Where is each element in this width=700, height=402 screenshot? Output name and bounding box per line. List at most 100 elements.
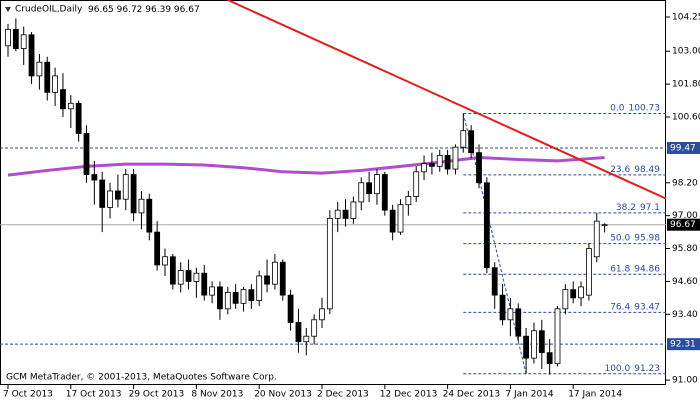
candle-body [75,102,82,134]
candle-body [36,61,43,77]
fib-ratio: 100.0 [604,363,630,373]
candle-body [28,34,35,77]
x-tick-label: 8 Nov 2013 [191,390,243,400]
fib-label: 61.8 94.86 [610,264,660,274]
candle-body [162,256,168,266]
candle-body [374,174,380,195]
candle-body [460,130,467,148]
chart-title: CrudeOIL,Daily [15,5,83,15]
y-tick-label: 101.80 [672,80,700,90]
candle-body [326,217,333,310]
fib-label: 50.0 95.98 [610,233,660,243]
x-tick-label: 7 Jan 2014 [505,390,553,400]
candle-body [515,308,522,337]
candle-body [507,308,514,321]
candle-body [67,102,74,110]
candle-body [350,201,357,219]
current-price-label: 96.67 [670,220,696,230]
candle-body [381,174,388,211]
candle-body [185,270,192,282]
candle-body [224,291,231,310]
fib-price: 94.86 [634,264,660,274]
candle-body [44,61,51,93]
ohlc-low: 96.39 [145,5,171,15]
x-tick-label: 7 Oct 2013 [3,390,53,400]
ohlc-close: 96.67 [174,5,200,15]
x-tick-label: 12 Dec 2013 [380,390,438,400]
plot-area: 0.0 100.73 23.6 98.49 38.2 97.1 50.0 95.98 61.8 9… [0,0,666,375]
candle-body [271,261,278,285]
fib-price: 91.23 [634,363,660,373]
candle-body [444,154,451,170]
x-tick-label: 17 Jan 2014 [568,390,622,400]
y-tick-label: 98.20 [672,178,698,188]
candle-body [130,174,137,214]
candle-body [405,196,412,206]
candle-body [264,275,270,285]
candle-body [83,133,90,175]
candle-body [428,163,435,167]
candle-body [523,335,529,359]
fib-label: 100.0 91.23 [604,363,660,373]
ohlc-readout: 96.65 96.72 96.39 96.67 [88,5,200,15]
candle-body [389,209,396,233]
x-tick-label: 17 Oct 2013 [66,390,122,400]
candle-body [491,267,498,296]
candle-body [554,308,561,365]
candle-body [256,275,263,302]
candle-body [342,209,349,219]
chart-icon [5,7,11,12]
fib-label: 23.6 98.49 [610,164,660,174]
candle-body [115,190,121,200]
candle-body [5,28,11,47]
candle-body [138,198,145,214]
fib-label: 76.4 93.47 [610,302,660,312]
candle-body [20,34,27,49]
candle-body [12,28,19,49]
y-tick-label: 100.60 [672,113,700,123]
level-label: 92.31 [670,340,696,350]
candle-body [570,289,577,299]
candle-body [483,182,490,269]
candle-body [586,248,592,296]
x-tick-label: 24 Dec 2013 [443,390,501,400]
candle-body [201,272,208,296]
candle-body [531,330,537,359]
candle-body [319,308,325,321]
candle-body [311,319,318,337]
candle-body [240,289,247,304]
candle-body [193,272,200,282]
candle-body [217,286,223,310]
fib-price: 100.73 [629,103,661,113]
candle-body [154,231,161,266]
fib-ratio: 50.0 [610,233,630,243]
candle-body [52,75,58,93]
level-label: 99.47 [670,143,696,153]
candle-body [122,174,129,200]
trendline [227,0,666,200]
fib-ratio: 23.6 [610,164,630,174]
candle-body [303,335,310,343]
level-label-bg [667,141,700,154]
y-tick-label: 93.40 [672,310,698,320]
candle-body [334,209,341,219]
axes: 104.25 103.00 101.80 100.60 98.20 97.00 95.80 9… [3,12,700,400]
candle-body [436,154,443,167]
candle-body [248,289,255,302]
fib-price: 97.1 [640,202,660,212]
fib-label: 38.2 97.1 [616,202,660,212]
level-label-bg [667,338,700,351]
candle-body [601,224,608,227]
candle-body [295,322,302,343]
x-tick-label: 20 Nov 2013 [254,390,312,400]
candle-body [578,286,584,299]
fib-price: 93.47 [634,302,660,312]
ohlc-open: 96.65 [88,5,114,15]
candle-body [468,130,475,154]
candle-body [169,256,176,285]
y-tick-label: 95.80 [672,244,698,254]
y-tick-label: 104.25 [672,12,700,22]
candle-body [177,270,184,285]
